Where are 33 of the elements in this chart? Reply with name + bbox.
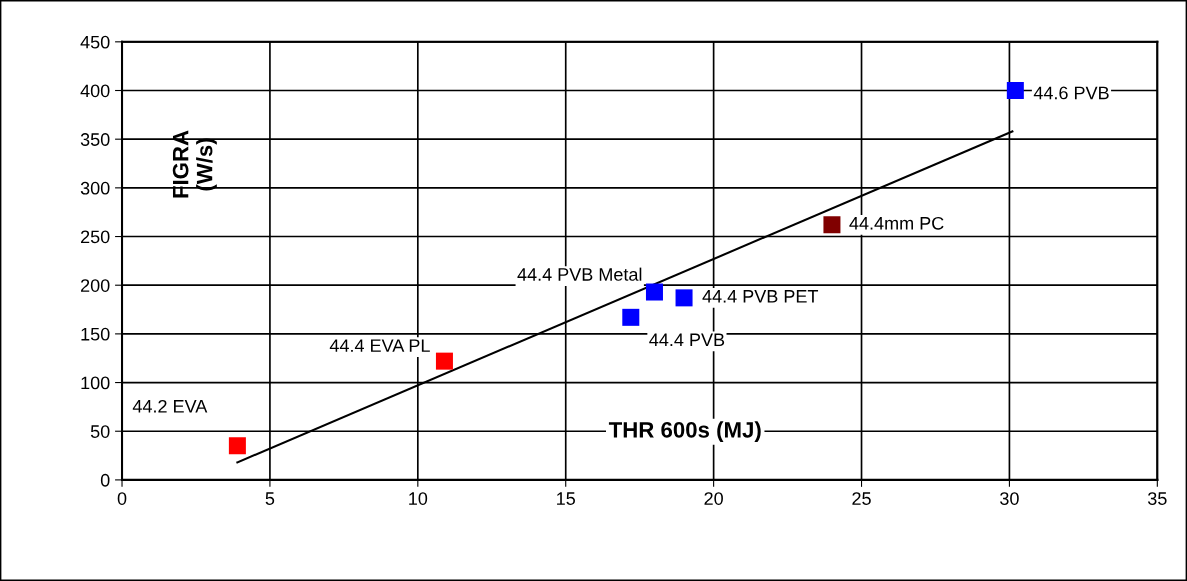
- y-tick-label: 250: [81, 230, 110, 244]
- series-label: 44.2 EVA: [132, 399, 208, 413]
- y-tick-label: 50: [90, 425, 110, 438]
- y-tick-label: 400: [80, 84, 110, 98]
- point: [1006, 82, 1024, 100]
- y-tick-label: 200: [81, 279, 110, 292]
- y-tick-label: 350: [80, 133, 110, 146]
- y-tick-label: 0: [100, 473, 110, 487]
- x-tick-label: 35: [1147, 492, 1167, 505]
- y-tick-label: 150: [81, 327, 110, 341]
- x-tick-label: 20: [704, 492, 723, 505]
- y-tick-label: 450: [80, 35, 110, 49]
- point: [622, 308, 640, 326]
- y-tick-label: 100: [81, 376, 110, 390]
- x-tick-label: 0: [117, 492, 127, 505]
- series-label: 44.4mm PC: [849, 216, 944, 230]
- point: [645, 283, 663, 301]
- point: [228, 437, 246, 455]
- x-tick-label: 15: [557, 492, 576, 505]
- series-label: 44.6 PVB: [1033, 86, 1109, 100]
- point: [823, 216, 841, 234]
- series-label: 44.4 PVB Metal: [517, 267, 642, 281]
- x-tick-label: 5: [265, 492, 275, 505]
- series-label: 44.4 PVB: [649, 333, 725, 346]
- x-tick-label: 30: [1000, 492, 1019, 505]
- y-tick-label: 300: [80, 181, 110, 195]
- point: [435, 352, 453, 370]
- point: [675, 289, 693, 307]
- series-label: 44.4 EVA PL: [329, 339, 430, 352]
- series-label: 44.4 PVB PET: [702, 290, 819, 303]
- x-tick-label: 10: [409, 492, 428, 505]
- x-tick-label: 25: [852, 492, 871, 505]
- x-axis-title: THR 600s (MJ): [608, 421, 761, 443]
